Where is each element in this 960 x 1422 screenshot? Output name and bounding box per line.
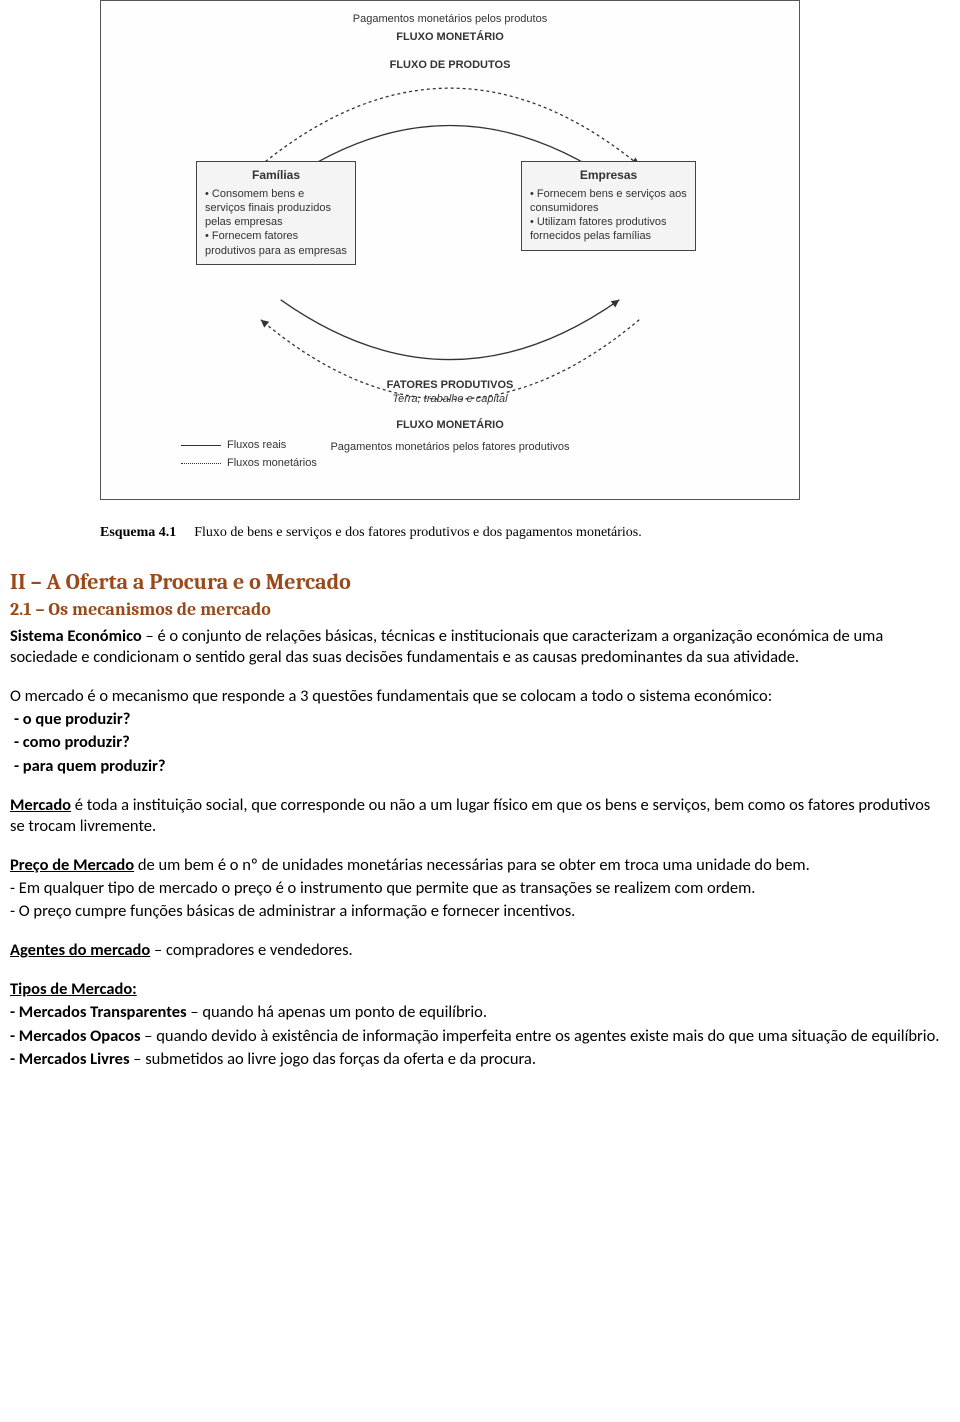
node-empresas-bullet-1: Fornecem bens e serviços aos consumidore… [530, 188, 687, 214]
legend-dotted-text: Fluxos monetários [227, 457, 317, 469]
lead-agentes: Agentes do mercado [10, 940, 150, 960]
para-agentes: Agentes do mercado – compradores e vende… [10, 940, 940, 961]
node-familias-title: Famílias [205, 168, 347, 184]
node-familias-bullet-2: Fornecem fatores produtivos para as empr… [205, 230, 347, 256]
body-preco: de um bem é o nº de unidades monetárias … [134, 855, 810, 875]
para-mercado-def: Mercado é toda a instituição social, que… [10, 795, 940, 837]
questao-2: - como produzir? [14, 732, 940, 753]
tm3-body: – submetidos ao livre jogo das forças da… [130, 1049, 536, 1069]
legend-solid-text: Fluxos reais [227, 439, 286, 451]
preco-line-1: - Em qualquer tipo de mercado o preço é … [10, 878, 940, 899]
label-fatores-sub: Terra, trabalho e capital [101, 393, 799, 405]
lead-tipos: Tipos de Mercado: [10, 979, 940, 1000]
body-mercado: é toda a instituição social, que corresp… [10, 795, 930, 836]
questao-1: - o que produzir? [14, 709, 940, 730]
caption-text: Fluxo de bens e serviços e dos fatores p… [194, 525, 642, 541]
heading-sub: 2.1 – Os mecanismos de mercado [10, 599, 940, 620]
heading-main: II – A Oferta a Procura e o Mercado [10, 569, 940, 595]
tm1-lead: - Mercados Transparentes [10, 1002, 187, 1022]
circular-flow-diagram: Pagamentos monetários pelos produtos FLU… [100, 0, 800, 500]
label-bottom-fluxo-monetario: FLUXO MONETÁRIO [101, 419, 799, 431]
legend-solid: Fluxos reais [181, 439, 286, 451]
node-familias-bullet-1: Consomem bens e serviços finais produzid… [205, 188, 331, 229]
body-sistema: – é o conjunto de relações básicas, técn… [10, 626, 883, 667]
tm2-body: – quando devido à existência de informaç… [141, 1026, 940, 1046]
caption-label: Esquema 4.1 [100, 525, 176, 541]
tm2-lead: - Mercados Opacos [10, 1026, 141, 1046]
legend-dotted: Fluxos monetários [181, 457, 317, 469]
preco-line-2: - O preço cumpre funções básicas de admi… [10, 901, 940, 922]
label-top-fluxo-produtos: FLUXO DE PRODUTOS [101, 59, 799, 71]
para-tipos-mercado: Tipos de Mercado: - Mercados Transparent… [10, 979, 940, 1069]
node-empresas-title: Empresas [530, 168, 687, 184]
para-preco: Preço de Mercado de um bem é o nº de uni… [10, 855, 940, 922]
label-top-outer: Pagamentos monetários pelos produtos [101, 13, 799, 25]
node-empresas: Empresas • Fornecem bens e serviços aos … [521, 161, 696, 251]
document-body: II – A Oferta a Procura e o Mercado 2.1 … [0, 569, 960, 1128]
para-questoes: O mercado é o mecanismo que responde a 3… [10, 686, 940, 776]
diagram-caption: Esquema 4.1 Fluxo de bens e serviços e d… [100, 525, 800, 541]
node-empresas-bullet-2: Utilizam fatores produtivos fornecidos p… [530, 216, 667, 242]
lead-preco: Preço de Mercado [10, 855, 134, 875]
label-fatores: FATORES PRODUTIVOS [101, 379, 799, 391]
label-top-fluxo-monetario: FLUXO MONETÁRIO [101, 31, 799, 43]
body-agentes: – compradores e vendedores. [150, 940, 352, 960]
tm1-body: – quando há apenas um ponto de equilíbri… [187, 1002, 487, 1022]
lead-sistema: Sistema Económico [10, 626, 142, 646]
lead-mercado: Mercado [10, 795, 71, 815]
questao-3: - para quem produzir? [14, 756, 940, 777]
node-familias: Famílias • Consomem bens e serviços fina… [196, 161, 356, 265]
tm3-lead: - Mercados Livres [10, 1049, 130, 1069]
para-sistema: Sistema Económico – é o conjunto de rela… [10, 626, 940, 668]
questoes-intro: O mercado é o mecanismo que responde a 3… [10, 686, 940, 707]
